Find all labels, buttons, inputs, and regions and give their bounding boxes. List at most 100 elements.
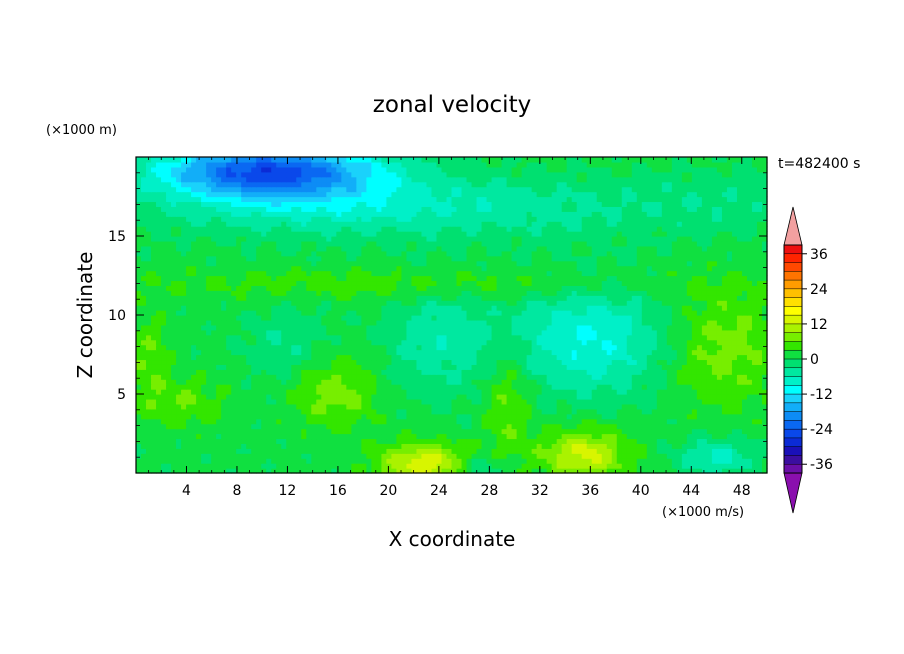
field-cell — [321, 423, 327, 430]
field-cell — [501, 295, 508, 301]
field-cell — [736, 359, 743, 365]
field-cell — [201, 379, 207, 385]
field-cell — [496, 275, 503, 282]
field-cell — [371, 463, 377, 469]
field-cell — [281, 280, 287, 286]
field-cell — [366, 305, 372, 311]
field-cell — [241, 329, 247, 336]
field-cell — [226, 310, 232, 316]
field-cell — [286, 458, 292, 464]
field-cell — [526, 458, 533, 464]
field-cell — [516, 315, 523, 321]
field-cell — [216, 329, 222, 336]
field-cell — [631, 315, 638, 321]
field-cell — [311, 423, 317, 430]
field-cell — [656, 438, 663, 444]
field-cell — [621, 423, 628, 430]
field-cell — [491, 389, 498, 395]
field-cell — [471, 389, 478, 395]
field-cell — [141, 403, 147, 410]
field-cell — [581, 334, 588, 341]
field-cell — [396, 384, 403, 390]
field-cell — [446, 349, 453, 356]
field-cell — [461, 438, 468, 444]
field-cell — [611, 428, 618, 435]
field-cell — [506, 334, 513, 341]
field-cell — [496, 398, 503, 405]
field-cell — [506, 448, 513, 454]
field-cell — [661, 448, 668, 454]
field-cell — [186, 310, 192, 316]
field-cell — [256, 290, 262, 296]
field-cell — [481, 379, 488, 385]
field-cell — [741, 339, 748, 346]
field-cell — [436, 290, 443, 296]
field-cell — [521, 463, 528, 469]
field-cell — [666, 290, 673, 296]
field-cell — [216, 453, 222, 459]
field-cell — [681, 305, 688, 311]
field-cell — [496, 319, 503, 326]
field-cell — [631, 394, 638, 400]
field-cell — [226, 290, 232, 296]
field-cell — [186, 280, 192, 286]
field-cell — [176, 379, 182, 385]
field-cell — [286, 319, 292, 326]
field-cell — [221, 290, 227, 296]
field-cell — [151, 448, 157, 454]
field-cell — [461, 403, 468, 410]
field-cell — [751, 329, 758, 336]
field-cell — [416, 290, 423, 296]
field-cell — [531, 349, 538, 356]
field-cell — [481, 428, 488, 435]
field-cell — [216, 300, 222, 306]
field-cell — [641, 295, 648, 301]
field-cell — [701, 285, 708, 291]
field-cell — [246, 290, 252, 296]
field-cell — [496, 443, 503, 449]
field-cell — [451, 428, 458, 435]
field-cell — [451, 413, 458, 420]
field-cell — [491, 463, 498, 469]
field-cell — [291, 448, 297, 454]
field-cell — [531, 463, 538, 469]
field-cell — [441, 339, 448, 346]
field-cell — [606, 458, 613, 464]
field-cell — [381, 329, 387, 336]
field-cell — [546, 458, 553, 464]
field-cell — [761, 339, 768, 346]
field-cell — [491, 310, 498, 316]
field-cell — [666, 285, 673, 291]
field-cell — [691, 339, 698, 346]
field-cell — [401, 290, 408, 296]
field-cell — [661, 329, 668, 336]
field-cell — [641, 290, 648, 296]
field-cell — [411, 290, 418, 296]
field-cell — [471, 354, 478, 361]
field-cell — [396, 379, 403, 385]
field-cell — [531, 300, 538, 306]
field-cell — [161, 394, 167, 400]
field-cell — [596, 458, 603, 464]
field-cell — [196, 394, 202, 400]
field-cell — [401, 374, 408, 380]
field-cell — [216, 389, 222, 395]
field-cell — [376, 290, 382, 296]
field-cell — [351, 423, 357, 430]
field-cell — [616, 300, 623, 306]
field-cell — [466, 389, 473, 395]
field-cell — [281, 354, 287, 361]
field-cell — [511, 280, 518, 286]
field-cell — [426, 359, 433, 365]
field-cell — [331, 300, 337, 306]
field-cell — [301, 329, 307, 336]
field-cell — [746, 438, 753, 444]
field-cell — [226, 329, 232, 336]
field-cell — [396, 448, 403, 454]
field-cell — [326, 394, 332, 400]
field-cell — [286, 398, 292, 405]
field-cell — [301, 339, 307, 346]
field-cell — [676, 443, 683, 449]
field-cell — [191, 280, 197, 286]
field-cell — [681, 300, 688, 306]
